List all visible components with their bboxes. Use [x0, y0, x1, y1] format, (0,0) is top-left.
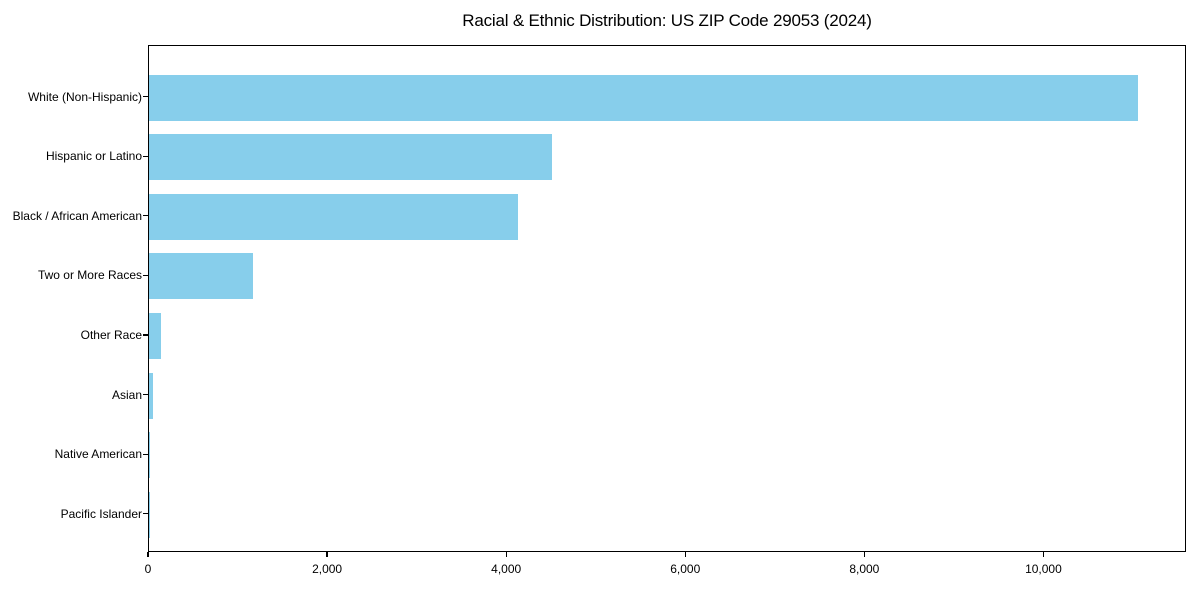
x-tick-label: 10,000	[1025, 562, 1062, 576]
y-axis-label: Black / African American	[12, 208, 142, 223]
y-axis-label: Pacific Islander	[60, 506, 142, 521]
y-tick-mark	[143, 393, 148, 396]
y-axis-label: Other Race	[80, 327, 142, 342]
x-tick-label: 6,000	[670, 562, 701, 576]
bar	[149, 253, 254, 300]
bar	[149, 312, 162, 359]
y-axis-label: Asian	[111, 387, 142, 402]
plot-area	[148, 45, 1186, 552]
x-tick-mark	[863, 552, 865, 557]
y-tick-mark	[143, 155, 148, 157]
y-axis-label: Native American	[54, 447, 142, 462]
bar	[149, 74, 1138, 121]
bar	[149, 193, 519, 240]
x-tick-label: 2,000	[312, 562, 343, 576]
x-tick-label: 8,000	[849, 562, 880, 576]
y-tick-mark	[143, 513, 148, 515]
y-axis-label: Two or More Races	[37, 268, 142, 283]
y-tick-mark	[143, 215, 148, 217]
y-tick-mark	[143, 453, 148, 455]
y-tick-mark	[143, 334, 148, 336]
chart-title: Racial & Ethnic Distribution: US ZIP Cod…	[462, 11, 872, 30]
x-tick-label: 4,000	[491, 562, 522, 576]
x-tick-mark	[147, 552, 149, 557]
bar	[149, 432, 150, 479]
x-tick-mark	[1042, 552, 1045, 557]
y-tick-mark	[143, 274, 148, 276]
x-tick-mark	[326, 552, 328, 557]
x-tick-mark	[505, 552, 507, 557]
x-tick-label: 0	[144, 562, 152, 576]
y-tick-mark	[143, 96, 148, 98]
y-axis-label: White (Non-Hispanic)	[27, 89, 142, 104]
y-axis-label: Hispanic or Latino	[45, 149, 142, 164]
bar	[149, 134, 553, 181]
x-tick-mark	[684, 552, 686, 557]
bar	[149, 372, 153, 419]
